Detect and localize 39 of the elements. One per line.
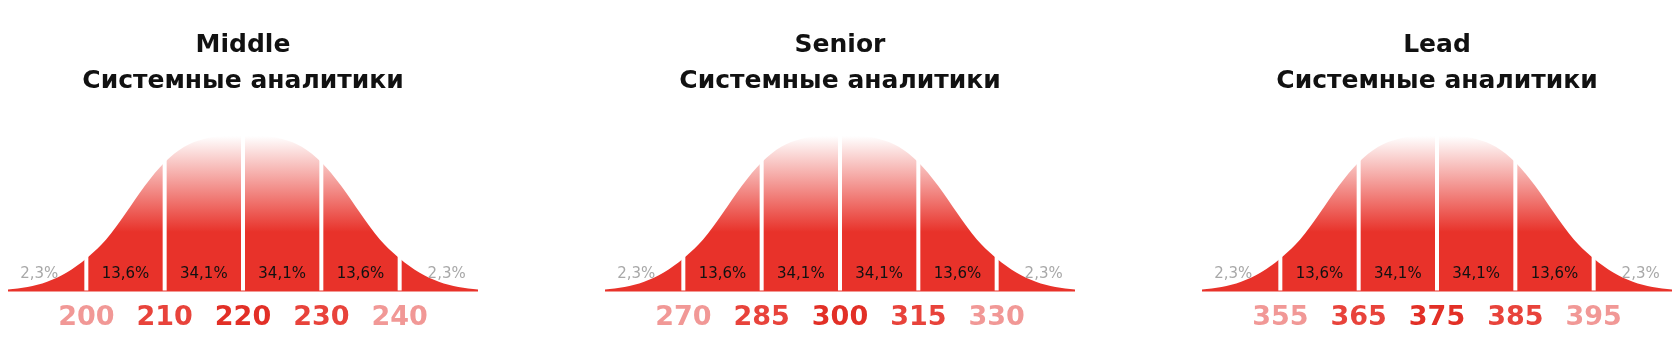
- x-tick-label: 220: [214, 300, 272, 331]
- annotation: 34,1%: [180, 263, 228, 282]
- annotation: 34,1%: [777, 263, 825, 282]
- x-tick-label: 330: [968, 300, 1025, 331]
- annotation: 34,1%: [855, 263, 903, 282]
- chart-subtitle: Системные аналитики: [81, 64, 405, 96]
- annotation: 2,3%: [427, 263, 466, 282]
- annotation: 13,6%: [336, 263, 385, 282]
- annotation: 13,6%: [1295, 263, 1344, 282]
- chart-title: Middle: [194, 28, 292, 60]
- x-tick-label: 240: [371, 300, 428, 331]
- annotation: 2,3%: [1024, 263, 1063, 282]
- annotation: 13,6%: [1530, 263, 1579, 282]
- x-tick-label: 210: [136, 300, 193, 331]
- annotation: 2,3%: [1214, 263, 1253, 282]
- annotation: 13,6%: [933, 263, 982, 282]
- annotation: 2,3%: [20, 263, 59, 282]
- annotation: 2,3%: [617, 263, 656, 282]
- chart-title: Senior: [793, 28, 887, 60]
- x-tick-label: 385: [1487, 300, 1544, 331]
- x-tick-label: 355: [1252, 300, 1309, 331]
- x-tick-label: 270: [655, 300, 712, 331]
- annotation: 34,1%: [1452, 263, 1500, 282]
- x-tick-label: 375: [1408, 300, 1466, 331]
- x-tick-label: 300: [811, 300, 869, 331]
- x-tick-label: 315: [890, 300, 947, 331]
- x-tick-label: 230: [293, 300, 350, 331]
- x-tick-label: 200: [58, 300, 115, 331]
- annotation: 34,1%: [1374, 263, 1422, 282]
- chart-subtitle: Системные аналитики: [678, 64, 1002, 96]
- annotation: 34,1%: [258, 263, 306, 282]
- x-tick-label: 395: [1565, 300, 1622, 331]
- annotation: 13,6%: [101, 263, 150, 282]
- annotation: 2,3%: [1621, 263, 1660, 282]
- annotation: 13,6%: [698, 263, 747, 282]
- x-tick-label: 285: [733, 300, 790, 331]
- x-tick-label: 365: [1330, 300, 1387, 331]
- chart-title: Lead: [1402, 28, 1472, 60]
- chart-subtitle: Системные аналитики: [1275, 64, 1599, 96]
